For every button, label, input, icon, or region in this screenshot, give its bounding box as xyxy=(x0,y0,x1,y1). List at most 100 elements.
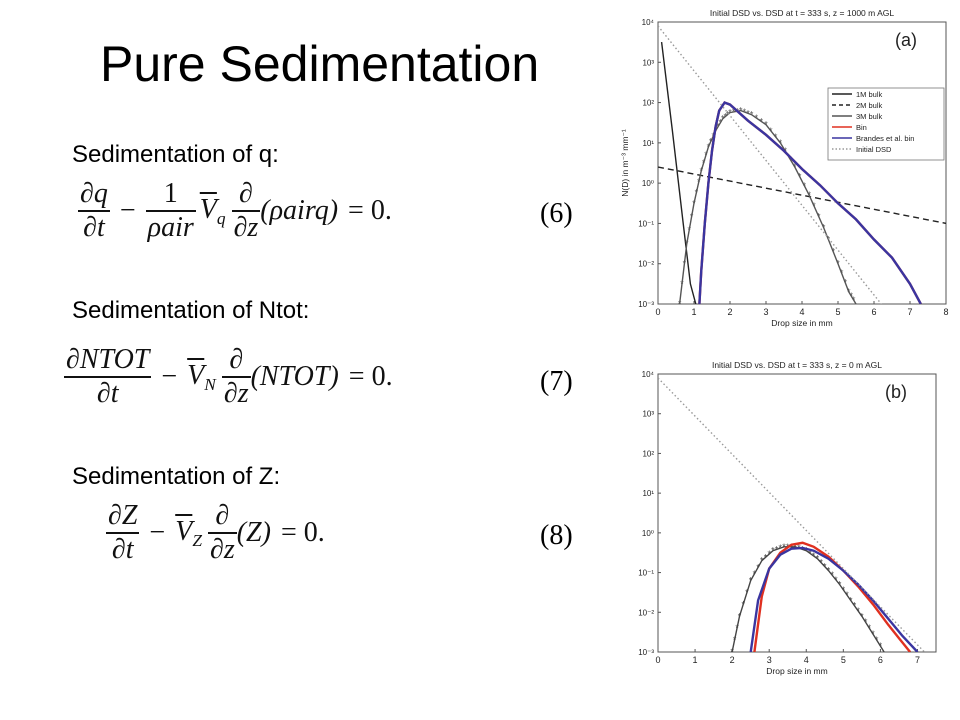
star-marker-0: * xyxy=(803,181,807,191)
x-tick-label-1-5: 5 xyxy=(841,655,846,665)
legend-box-0 xyxy=(827,87,945,161)
star-marker-1: * xyxy=(730,647,734,657)
equation-6: ∂q ∂t − 1 ρair Vq ∂ ∂z (ρairq) = 0. xyxy=(78,178,392,244)
star-marker-0: * xyxy=(793,162,797,172)
star-marker-0: * xyxy=(822,222,826,232)
eq7-velocity-sub: N xyxy=(204,374,216,394)
star-marker-1: * xyxy=(793,542,797,552)
y-tick-label-1-5: 10² xyxy=(642,449,654,458)
series-1m-bulk-line-0 xyxy=(660,42,697,304)
series-initial-dsd-line-0 xyxy=(658,25,883,304)
star-marker-1: * xyxy=(749,576,753,586)
equation-7: ∂NTOT ∂t − VN ∂ ∂z (NTOT) = 0. xyxy=(64,344,393,410)
y-tick-label-1-7: 10⁴ xyxy=(642,370,655,379)
equation-8: ∂Z ∂t − VZ ∂ ∂z (Z) = 0. xyxy=(106,500,325,566)
x-tick-label-0-3: 3 xyxy=(763,307,768,317)
x-axis-label-1: Drop size in mm xyxy=(766,666,827,676)
star-marker-0: * xyxy=(699,166,703,176)
star-marker-0: * xyxy=(697,177,701,187)
star-marker-1: * xyxy=(875,635,879,645)
star-marker-1: * xyxy=(860,611,864,621)
legend-entry-0-4: Brandes et al. bin xyxy=(856,134,914,143)
chart-panel-a: Initial DSD vs. DSD at t = 333 s, z = 10… xyxy=(620,8,949,328)
star-marker-0: * xyxy=(774,132,778,142)
panel-label-0: (a) xyxy=(895,30,917,50)
star-marker-0: * xyxy=(678,299,682,309)
x-tick-label-0-1: 1 xyxy=(691,307,696,317)
star-marker-1: * xyxy=(735,623,739,633)
star-marker-1: * xyxy=(879,641,883,651)
x-tick-label-1-2: 2 xyxy=(730,655,735,665)
star-marker-0: * xyxy=(685,239,689,249)
x-tick-label-0-4: 4 xyxy=(799,307,804,317)
eq8-rhs: = 0. xyxy=(280,517,325,549)
star-marker-1: * xyxy=(775,544,779,554)
eq6-rhs: = 0. xyxy=(348,195,392,227)
eq8-dz-num: ∂Z xyxy=(106,500,140,535)
equation-6-label: Sedimentation of q: xyxy=(72,141,279,168)
series-3m-bulk-line-0 xyxy=(678,109,857,304)
y-tick-label-0-1: 10⁻² xyxy=(638,260,654,269)
star-marker-1: * xyxy=(849,595,853,605)
x-tick-label-0-7: 7 xyxy=(907,307,912,317)
series-brandes-et-al-bin-line-0 xyxy=(698,101,922,304)
star-marker-1: * xyxy=(871,629,875,639)
star-marker-1: * xyxy=(764,552,768,562)
eq6-dq: ∂q xyxy=(78,178,110,213)
x-tick-label-1-6: 6 xyxy=(878,655,883,665)
star-marker-1: * xyxy=(808,548,812,558)
y-tick-label-0-7: 10⁴ xyxy=(642,18,655,27)
legend-entry-0-3: Bin xyxy=(856,123,867,132)
chart-panel-b: Initial DSD vs. DSD at t = 333 s, z = 0 … xyxy=(638,360,937,676)
x-tick-label-1-7: 7 xyxy=(915,655,920,665)
star-marker-1: * xyxy=(805,546,809,556)
star-marker-0: * xyxy=(719,118,723,128)
x-tick-label-1-4: 4 xyxy=(804,655,809,665)
legend-entry-0-1: 2M bulk xyxy=(856,101,883,110)
star-marker-0: * xyxy=(683,259,687,269)
star-marker-0: * xyxy=(721,114,725,124)
star-marker-0: * xyxy=(849,291,853,301)
x-tick-label-0-0: 0 xyxy=(655,307,660,317)
eq6-dt: ∂t xyxy=(83,212,105,244)
eq6-velocity: V xyxy=(199,193,217,225)
star-marker-1: * xyxy=(782,542,786,552)
y-tick-label-0-4: 10¹ xyxy=(642,139,654,148)
x-axis-label-0: Drop size in mm xyxy=(771,318,832,328)
star-marker-1: * xyxy=(738,611,742,621)
star-marker-0: * xyxy=(840,268,844,278)
star-marker-1: * xyxy=(771,546,775,556)
star-marker-0: * xyxy=(812,201,816,211)
star-marker-0: * xyxy=(836,259,840,269)
eq6-rho-air: ρair xyxy=(147,212,194,244)
star-marker-1: * xyxy=(842,585,846,595)
series-brandes-et-al-bin-line-1 xyxy=(749,546,919,652)
y-tick-label-1-3: 10⁰ xyxy=(642,529,654,538)
star-marker-1: * xyxy=(864,617,868,627)
eq6-one: 1 xyxy=(145,178,196,213)
star-marker-0: * xyxy=(764,120,768,130)
star-marker-1: * xyxy=(845,590,849,600)
star-marker-0: * xyxy=(726,110,730,120)
star-marker-0: * xyxy=(847,287,851,297)
star-marker-1: * xyxy=(756,562,760,572)
star-marker-0: * xyxy=(759,116,763,126)
star-marker-0: * xyxy=(755,113,759,123)
y-tick-label-1-1: 10⁻² xyxy=(638,608,654,617)
star-marker-0: * xyxy=(690,212,694,222)
star-marker-0: * xyxy=(779,138,783,148)
eq8-minus: − xyxy=(149,517,166,549)
equation-6-number: (6) xyxy=(540,198,573,229)
y-tick-label-1-4: 10¹ xyxy=(642,489,654,498)
x-tick-label-0-6: 6 xyxy=(871,307,876,317)
y-tick-label-0-6: 10³ xyxy=(642,58,654,67)
star-marker-0: * xyxy=(687,225,691,235)
x-tick-label-1-3: 3 xyxy=(767,655,772,665)
legend-entry-0-5: Initial DSD xyxy=(856,145,892,154)
equation-8-label: Sedimentation of Z: xyxy=(72,463,281,490)
eq8-velocity: V xyxy=(175,515,193,547)
star-marker-0: * xyxy=(695,188,699,198)
eq8-dz: ∂z xyxy=(209,534,235,566)
star-marker-1: * xyxy=(760,556,764,566)
star-marker-0: * xyxy=(852,295,856,305)
